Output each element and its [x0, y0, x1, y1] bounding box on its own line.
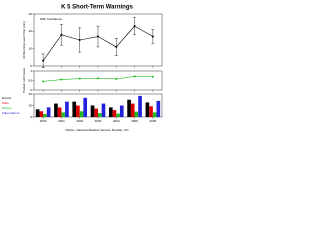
point: [133, 75, 136, 78]
x-tick-label: 2002: [76, 119, 83, 123]
bar: [156, 100, 161, 117]
bar: [130, 103, 135, 117]
bar: [116, 113, 120, 117]
bar: [76, 105, 80, 117]
bar: [108, 107, 113, 117]
x-tick-label: 2004: [113, 119, 120, 123]
bar: [127, 99, 131, 117]
bar: [98, 113, 102, 117]
point: [42, 80, 45, 83]
legend-label: False Alarms: [2, 111, 20, 115]
chart: K 5 Short-Term Warnings NOAA - National …: [0, 0, 170, 135]
bar: [39, 111, 44, 117]
y-axis-label: All Warning Lead Time (min): [22, 21, 26, 59]
bar: [83, 97, 88, 117]
legend-label: Events: [2, 96, 12, 100]
bar: [101, 103, 106, 117]
point: [97, 35, 99, 38]
bar: [119, 105, 124, 117]
bar: [138, 95, 142, 117]
chart-title: K 5 Short-Term Warnings: [61, 5, 133, 11]
x-tick-label: 2003: [95, 119, 102, 123]
point: [78, 39, 81, 41]
y-tick-label: 60: [29, 92, 33, 96]
point: [151, 75, 154, 78]
y-axis-label: Probab. Hdl Cases: [22, 67, 26, 93]
x-tick-label: 2000: [40, 119, 47, 123]
bar: [61, 112, 66, 117]
footer: NOAA - National Weather Service, Boulder…: [66, 128, 130, 132]
point: [115, 45, 118, 48]
point: [151, 35, 154, 38]
bar: [72, 101, 77, 117]
page: K 5 Short-Term Warnings NOAA - National …: [0, 0, 170, 135]
bar: [112, 110, 117, 117]
bar: [90, 105, 95, 117]
y-tick-label: 20: [29, 29, 33, 33]
bar: [65, 101, 69, 117]
bar: [149, 106, 153, 117]
bar: [46, 107, 51, 117]
legend-label: Misses: [2, 106, 12, 110]
point: [60, 78, 63, 81]
y-tick-label: 0: [30, 115, 32, 119]
y-tick-label: 10: [29, 46, 33, 50]
x-tick-label: 2006: [150, 119, 157, 123]
bar: [94, 108, 98, 117]
bar: [54, 103, 58, 117]
point: [97, 77, 99, 80]
x-tick-label: 2005: [131, 119, 138, 123]
point: [133, 25, 136, 28]
annotation: With Confidence: [40, 17, 62, 21]
y-tick-label: 30: [29, 103, 33, 107]
legend-label: Warn: [2, 101, 9, 105]
x-tick-label: 2001: [58, 119, 65, 123]
bar: [57, 107, 62, 117]
y-tick-label: 0.5: [28, 78, 33, 82]
bar: [134, 111, 139, 117]
point: [42, 59, 45, 62]
bar: [43, 113, 47, 117]
y-tick-label: 0: [30, 88, 32, 92]
point: [78, 77, 81, 80]
y-tick-label: 30: [29, 12, 33, 16]
bar: [152, 112, 157, 117]
y-tick-label: 0: [30, 64, 32, 68]
bar: [35, 109, 40, 117]
bar: [145, 102, 150, 117]
bar: [79, 111, 84, 117]
point: [60, 33, 63, 36]
point: [115, 77, 118, 80]
y-tick-label: 1: [30, 69, 32, 73]
